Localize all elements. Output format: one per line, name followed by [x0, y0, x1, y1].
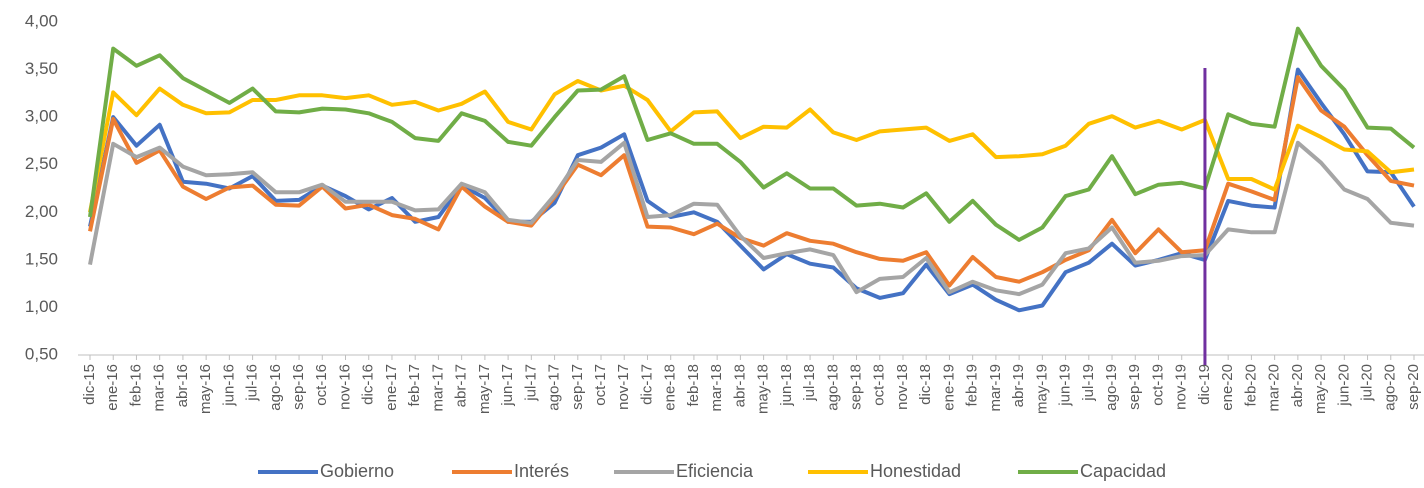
x-tick-label: dic-18	[917, 364, 934, 405]
x-tick-label: jul-17	[522, 364, 539, 402]
x-tick-label: jun-20	[1335, 364, 1352, 407]
series-line	[88, 79, 1415, 213]
x-tick-label: abr-17	[453, 364, 470, 407]
x-tick-label: jun-17	[499, 364, 516, 407]
x-tick-label: jun-18	[778, 364, 795, 407]
legend-label: Interés	[514, 461, 569, 481]
legend-label: Gobierno	[320, 461, 394, 481]
x-tick-label: abr-16	[174, 364, 191, 407]
x-tick-label: ene-20	[1219, 364, 1236, 411]
series-line	[88, 67, 1416, 313]
x-tick-label: feb-17	[406, 364, 423, 407]
y-tick-label: 3,00	[25, 107, 58, 126]
x-tick-label: jul-19	[1080, 364, 1097, 402]
y-tick-label: 3,50	[25, 59, 58, 78]
x-tick-label: sep-17	[569, 364, 586, 410]
y-tick-label: 0,50	[25, 344, 58, 363]
x-tick-label: mar-20	[1266, 364, 1283, 412]
x-tick-label: ene-19	[940, 364, 957, 411]
x-tick-label: may-20	[1312, 364, 1329, 414]
x-tick-label: sep-18	[847, 364, 864, 410]
x-tick-label: dic-15	[81, 364, 98, 405]
x-tick-label: feb-16	[127, 364, 144, 407]
x-tick-label: may-16	[197, 364, 214, 414]
x-tick-label: jul-18	[801, 364, 818, 402]
x-tick-label: may-17	[476, 364, 493, 414]
x-tick-label: ago-17	[546, 364, 563, 411]
x-tick-label: dic-19	[1196, 364, 1213, 405]
legend-label: Eficiencia	[676, 461, 754, 481]
x-tick-label: ene-18	[662, 364, 679, 411]
x-tick-label: sep-16	[290, 364, 307, 410]
x-tick-label: ago-19	[1103, 364, 1120, 411]
x-tick-label: sep-19	[1126, 364, 1143, 410]
x-tick-label: nov-19	[1173, 364, 1190, 410]
series-line	[88, 140, 1415, 297]
x-tick-label: oct-19	[1149, 364, 1166, 406]
x-tick-label: nov-17	[615, 364, 632, 410]
y-tick-label: 1,00	[25, 297, 58, 316]
x-tick-label: may-18	[755, 364, 772, 414]
legend-label: Capacidad	[1080, 461, 1166, 481]
x-tick-label: ago-18	[824, 364, 841, 411]
x-tick-label: abr-18	[731, 364, 748, 407]
x-tick-label: nov-16	[336, 364, 353, 410]
x-tick-label: jun-19	[1057, 364, 1074, 407]
x-tick-label: mar-16	[151, 364, 168, 412]
x-tick-label: ago-16	[267, 364, 284, 411]
x-tick-label: ene-16	[104, 364, 121, 411]
y-tick-label: 4,00	[25, 11, 58, 30]
y-tick-label: 2,00	[25, 202, 58, 221]
x-tick-label: feb-19	[964, 364, 981, 407]
x-tick-label: jun-16	[220, 364, 237, 407]
y-tick-label: 1,50	[25, 249, 58, 268]
x-tick-label: jul-16	[244, 364, 261, 402]
y-tick-label: 2,50	[25, 154, 58, 173]
x-tick-label: ago-20	[1382, 364, 1399, 411]
x-tick-label: dic-16	[360, 364, 377, 405]
x-tick-label: abr-19	[1010, 364, 1027, 407]
x-tick-label: mar-19	[987, 364, 1004, 412]
series-line	[88, 75, 1415, 288]
x-tick-label: nov-18	[894, 364, 911, 410]
x-tick-label: oct-18	[871, 364, 888, 406]
legend-label: Honestidad	[870, 461, 961, 481]
x-tick-label: feb-20	[1242, 364, 1259, 407]
x-tick-label: ene-17	[383, 364, 400, 411]
x-tick-label: may-19	[1033, 364, 1050, 414]
x-tick-label: feb-18	[685, 364, 702, 407]
x-tick-label: jul-20	[1359, 364, 1376, 402]
x-tick-label: mar-18	[708, 364, 725, 412]
x-tick-label: oct-16	[313, 364, 330, 406]
x-tick-label: abr-20	[1289, 364, 1306, 407]
x-tick-label: mar-17	[429, 364, 446, 412]
x-tick-label: sep-20	[1405, 364, 1422, 410]
x-tick-label: oct-17	[592, 364, 609, 406]
series-line	[88, 26, 1416, 242]
x-tick-label: dic-17	[638, 364, 655, 405]
